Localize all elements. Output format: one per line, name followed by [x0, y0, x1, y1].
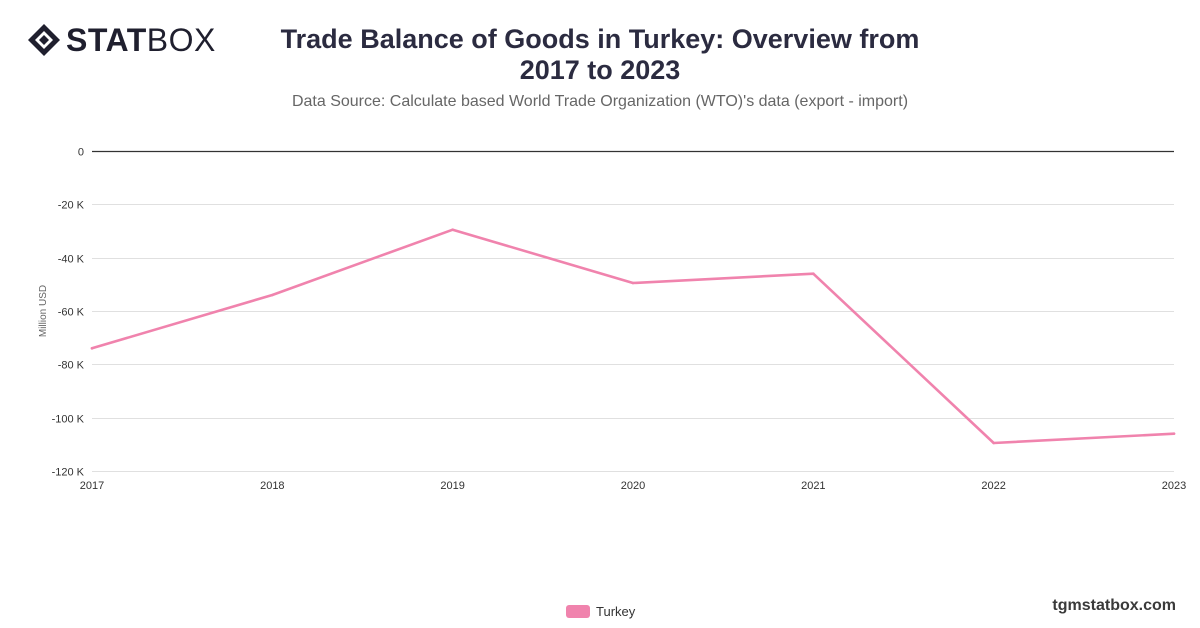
x-tick-label: 2023 [1162, 480, 1186, 492]
y-tick-label: -20 K [58, 200, 85, 212]
logo-wordmark-light: BOX [146, 22, 216, 58]
y-tick-label: -120 K [52, 467, 85, 479]
legend-swatch-turkey [566, 604, 590, 618]
logo-wordmark-bold: STAT [66, 22, 147, 58]
diamond-logo-icon [28, 24, 60, 56]
chart-subtitle: Data Source: Calculate based World Trade… [291, 93, 909, 110]
y-tick-label: -60 K [58, 307, 85, 319]
y-axis-label: Million USD [38, 285, 49, 337]
statbox-logo: STATBOX [26, 22, 216, 58]
x-tick-label: 2018 [260, 480, 284, 492]
y-tick-label: 0 [78, 147, 84, 159]
x-tick-label: 2021 [801, 480, 825, 492]
x-axis-ticks: 2017 2018 2019 2020 2021 2022 2023 [80, 480, 1186, 492]
legend[interactable]: Turkey [566, 602, 635, 620]
data-point[interactable] [812, 272, 815, 275]
x-tick-label: 2020 [621, 480, 645, 492]
footer-site: tgmstatbox.com [1052, 597, 1176, 614]
y-tick-label: -100 K [52, 414, 85, 426]
chart-title: Trade Balance of Goods in Turkey: Overvi… [280, 24, 920, 85]
x-tick-label: 2019 [440, 480, 464, 492]
grid-lines [92, 150, 1174, 472]
y-tick-label: -80 K [58, 360, 85, 372]
line-chart: 0-20 K-40 K-60 K-80 K-100 K-120 K 2017 20… [38, 147, 1186, 493]
x-tick-label: 2017 [80, 480, 104, 492]
data-point[interactable] [631, 281, 635, 285]
data-point[interactable] [992, 441, 995, 445]
logo-wordmark: STATBOX [66, 22, 216, 58]
data-point[interactable] [1172, 432, 1176, 435]
data-point[interactable] [90, 347, 94, 350]
data-point[interactable] [271, 293, 274, 297]
x-tick-label: 2022 [981, 480, 1005, 492]
legend-label-turkey: Turkey [596, 603, 636, 619]
y-axis-ticks: 0 -20 K -40 K -60 K -80 K -100 K -120 K [52, 147, 85, 479]
data-point[interactable] [451, 228, 454, 231]
y-tick-label: -40 K [58, 254, 85, 266]
series-line-turkey[interactable] [90, 228, 1176, 445]
series-layer [90, 228, 1176, 445]
